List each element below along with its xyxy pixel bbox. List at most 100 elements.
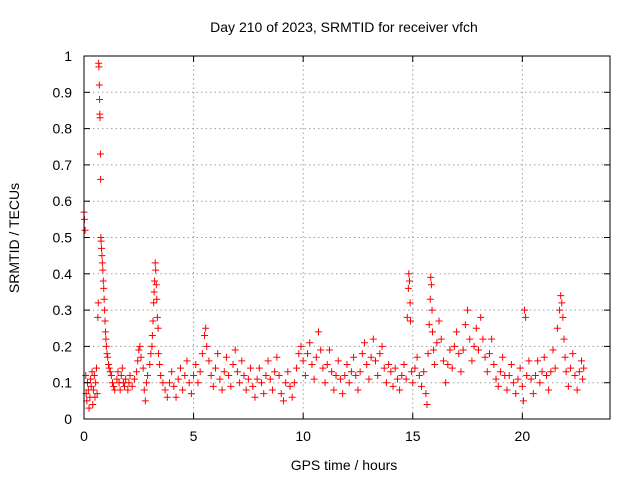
data-point [155,350,163,358]
data-point [369,335,377,343]
data-point [398,371,406,379]
data-point [151,277,159,285]
data-point [153,295,161,303]
data-point [425,321,433,329]
data-point [251,393,259,401]
y-tick-label: 0.6 [53,193,73,209]
data-point [420,368,428,376]
data-point [201,332,209,340]
data-point [89,400,97,408]
data-point [542,371,550,379]
data-point [220,368,228,376]
y-tick-label: 0.1 [53,375,73,391]
data-point [262,371,270,379]
data-point [174,375,182,383]
data-point [374,371,382,379]
data-point [299,357,307,365]
data-point [96,150,104,158]
data-point [411,364,419,372]
data-point [367,353,375,361]
data-point [310,375,318,383]
data-point [427,273,435,281]
data-point [247,364,255,372]
data-point [202,324,210,332]
data-point [481,353,489,361]
data-point [540,353,548,361]
data-point [153,313,161,321]
data-point [122,375,130,383]
data-point [136,342,144,350]
data-point [150,299,158,307]
data-point [100,284,108,292]
data-point [418,382,426,390]
data-point [365,375,373,383]
data-point [477,313,485,321]
data-point [450,342,458,350]
data-point [562,368,570,376]
data-point [571,371,579,379]
data-point [521,306,529,314]
data-point [110,382,118,390]
data-point [92,379,100,387]
data-point [104,353,112,361]
data-point [352,371,360,379]
data-point [192,361,200,369]
data-point [89,386,97,394]
data-point [522,313,530,321]
data-point [516,364,524,372]
data-point [490,361,498,369]
data-point [505,371,513,379]
data-point [339,390,347,398]
data-point [457,368,465,376]
data-point [442,379,450,387]
data-point [470,342,478,350]
y-tick-label: 0.5 [53,230,73,246]
data-point [231,346,239,354]
data-point [406,299,414,307]
data-point [282,379,290,387]
data-point [427,281,435,289]
data-point [350,353,358,361]
data-point [106,368,114,376]
data-point [149,317,157,325]
data-point [549,346,557,354]
data-point [117,371,125,379]
data-point [142,379,150,387]
data-point [485,350,493,358]
x-tick-label: 0 [80,428,88,444]
data-point [102,335,110,343]
data-point [101,306,109,314]
data-point [519,397,527,405]
data-point [187,390,195,398]
data-point [312,353,320,361]
data-point [385,361,393,369]
data-point [170,382,178,390]
data-point [207,371,215,379]
data-point [328,368,336,376]
data-point [580,364,588,372]
data-point [561,353,569,361]
data-point [107,371,115,379]
data-point [236,379,244,387]
data-point [378,342,386,350]
data-point [91,393,99,401]
data-point [579,375,587,383]
data-point [98,244,106,252]
data-point [547,368,555,376]
data-point [288,393,296,401]
data-point [536,379,544,387]
data-point [306,339,314,347]
data-point [172,393,180,401]
data-point [525,357,533,365]
data-point [233,368,241,376]
data-point [181,371,189,379]
data-point [284,368,292,376]
data-point [461,321,469,329]
data-point [83,397,91,405]
data-point [277,390,285,398]
data-point [87,382,95,390]
data-point [216,375,224,383]
data-point [286,382,294,390]
data-point [371,357,379,365]
data-point [363,361,371,369]
